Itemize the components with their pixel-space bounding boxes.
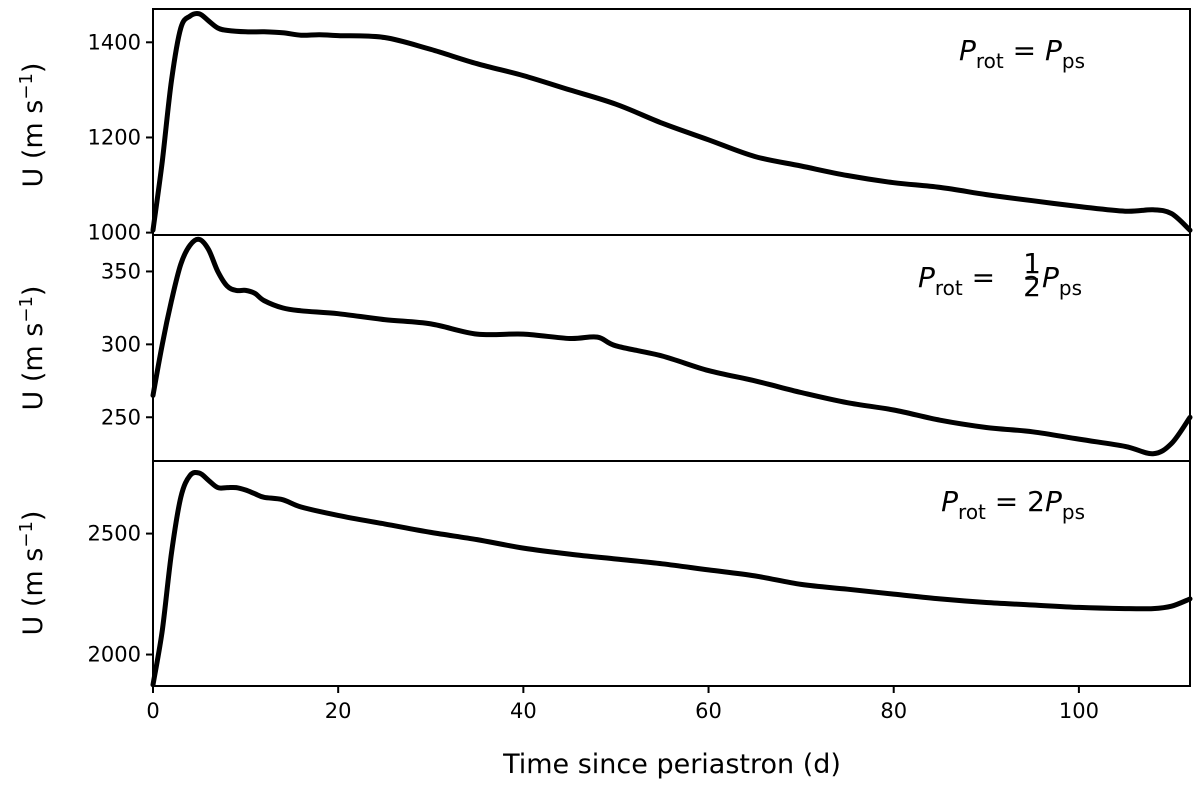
y-tick-label-top-1000: 1000: [88, 221, 141, 245]
series-line-bottom: [150, 469, 1193, 688]
y-ticks-bottom: 2000 2500: [88, 522, 153, 667]
x-tick-label-100: 100: [1059, 699, 1099, 723]
y-axis-label-middle: U (m s−1): [16, 286, 50, 411]
panel-middle: 250 300 350 U (m s−1) Prot = 1 2 Pps: [16, 234, 1193, 462]
y-ticks-middle: 250 300 350: [101, 259, 153, 429]
annotation-top: Prot = Pps: [959, 34, 1085, 73]
x-tick-label-40: 40: [510, 699, 537, 723]
panel-bottom: 2000 2500 0 20 40 60 80 100 U (m s−1) Prot = 2…: [16, 460, 1193, 780]
y-tick-label-top-1200: 1200: [88, 125, 141, 149]
x-tick-label-0: 0: [146, 699, 159, 723]
y-ticks-top: 1000 1200 1400: [88, 30, 153, 245]
annotation-middle: Prot = 1 2 Pps: [918, 247, 1082, 303]
y-axis-label-top: U (m s−1): [16, 63, 50, 188]
x-axis-label: Time since periastron (d): [502, 749, 841, 780]
y-tick-label-bottom-2500: 2500: [88, 522, 141, 546]
x-tick-label-80: 80: [880, 699, 907, 723]
y-axis-label-bottom: U (m s−1): [16, 511, 50, 636]
svg-text:Prot =: Prot =: [918, 261, 995, 300]
y-tick-label-top-1400: 1400: [88, 30, 141, 54]
series-line-top: [150, 11, 1193, 233]
annotation-bottom: Prot = 2Pps: [941, 485, 1085, 524]
svg-text:2: 2: [1023, 270, 1041, 303]
x-ticks: 0 20 40 60 80 100: [146, 686, 1099, 723]
y-tick-label-middle-350: 350: [101, 259, 141, 283]
y-tick-label-middle-250: 250: [101, 405, 141, 429]
x-tick-label-60: 60: [695, 699, 722, 723]
axes-frame-bottom: [152, 460, 1191, 687]
panel-top: 1000 1200 1400 U (m s−1) Prot = Pps: [16, 8, 1193, 245]
series-line-middle: [150, 236, 1193, 457]
svg-text:Pps: Pps: [1042, 261, 1082, 300]
y-tick-label-bottom-2000: 2000: [88, 643, 141, 667]
x-tick-label-20: 20: [325, 699, 352, 723]
svg-text:1: 1: [1023, 247, 1041, 280]
y-tick-label-middle-300: 300: [101, 332, 141, 356]
